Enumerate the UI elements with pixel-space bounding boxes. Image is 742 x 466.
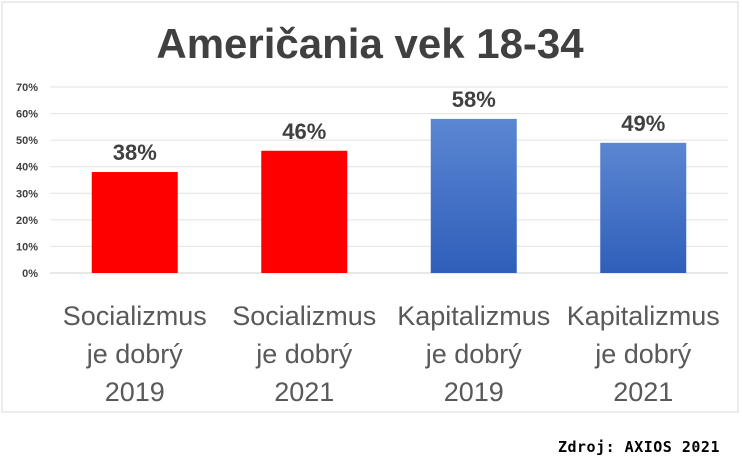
bar	[430, 118, 517, 273]
y-tick-label: 40%	[16, 162, 38, 174]
y-tick-label: 20%	[16, 215, 38, 227]
bar	[261, 150, 348, 273]
y-axis: 0% 10% 20% 30% 40% 50% 60% 70%	[16, 82, 38, 280]
data-label: 49%	[621, 111, 665, 136]
data-label: 58%	[452, 87, 496, 112]
y-tick-label: 30%	[16, 188, 38, 200]
x-tick-label: Socializmus je dobrý 2021	[232, 301, 376, 407]
chart-title: Američania vek 18-34	[156, 20, 584, 67]
bar	[91, 172, 178, 273]
y-tick-label: 70%	[16, 82, 38, 94]
data-label: 38%	[113, 140, 157, 165]
y-tick-label: 10%	[16, 241, 38, 253]
y-tick-label: 60%	[16, 109, 38, 121]
data-labels: 38% 46% 58% 49%	[113, 87, 666, 165]
x-tick-label: Kapitalizmus je dobrý 2019	[397, 301, 550, 407]
y-tick-label: 0%	[22, 268, 38, 280]
plot-border	[1, 1, 739, 413]
bar	[600, 142, 687, 273]
x-tick-label: Kapitalizmus je dobrý 2021	[567, 301, 720, 407]
source-note: Zdroj: AXIOS 2021	[557, 438, 720, 456]
y-tick-label: 50%	[16, 135, 38, 147]
bars	[91, 118, 687, 273]
x-tick-label: Socializmus je dobrý 2019	[63, 301, 207, 407]
data-label: 46%	[282, 119, 326, 144]
